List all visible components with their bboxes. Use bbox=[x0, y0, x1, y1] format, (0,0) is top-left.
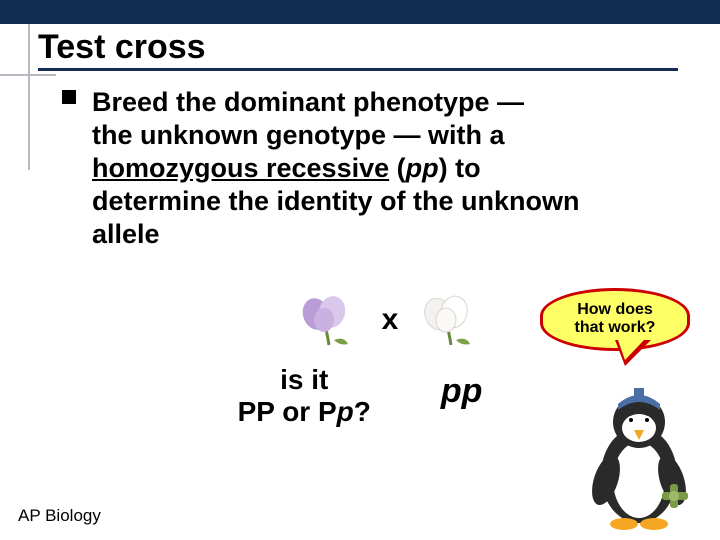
left-label-2b-italic: p bbox=[337, 396, 354, 427]
left-genotype-label: is it PP or Pp? bbox=[238, 364, 371, 428]
callout-line1: How does bbox=[577, 301, 653, 318]
title-wrap: Test cross bbox=[38, 28, 698, 67]
body-line2: the unknown genotype — with a bbox=[92, 120, 505, 150]
left-label-2a: PP or P bbox=[238, 396, 337, 427]
body-line3-underline: homozygous recessive bbox=[92, 153, 389, 183]
title-rule bbox=[38, 68, 678, 71]
speech-callout: How does that work? bbox=[540, 288, 690, 351]
body-line3c-italic: pp bbox=[406, 153, 439, 183]
footer-label: AP Biology bbox=[18, 506, 101, 526]
cross-x-symbol: x bbox=[382, 303, 399, 337]
cross-diagram: x is it PP or Pp? pp bbox=[120, 290, 600, 428]
left-label-line1: is it bbox=[280, 364, 328, 395]
callout-line2: that work? bbox=[575, 319, 656, 336]
bullet-square bbox=[62, 90, 76, 104]
slide-title: Test cross bbox=[38, 28, 698, 67]
bubble-tail-inner bbox=[618, 340, 644, 360]
body-line5: allele bbox=[92, 219, 160, 249]
left-label-2c: ? bbox=[354, 396, 371, 427]
body-line4: determine the identity of the unknown bbox=[92, 186, 580, 216]
speech-bubble: How does that work? bbox=[540, 288, 690, 351]
body-text: Breed the dominant phenotype — the unkno… bbox=[92, 86, 652, 251]
white-flower-icon bbox=[416, 290, 486, 350]
header-band bbox=[0, 0, 720, 24]
decor-cross-horizontal bbox=[0, 74, 56, 76]
body-line3b: ( bbox=[389, 153, 406, 183]
flower-row: x bbox=[180, 290, 600, 350]
purple-flower-icon bbox=[294, 290, 364, 350]
body-line3d: ) to bbox=[439, 153, 481, 183]
penguin-mechanic-icon bbox=[574, 380, 704, 530]
right-genotype-label: pp bbox=[441, 364, 483, 428]
decor-cross-vertical bbox=[28, 24, 30, 170]
body-line1: Breed the dominant phenotype — bbox=[92, 87, 524, 117]
labels-row: is it PP or Pp? pp bbox=[120, 364, 600, 428]
